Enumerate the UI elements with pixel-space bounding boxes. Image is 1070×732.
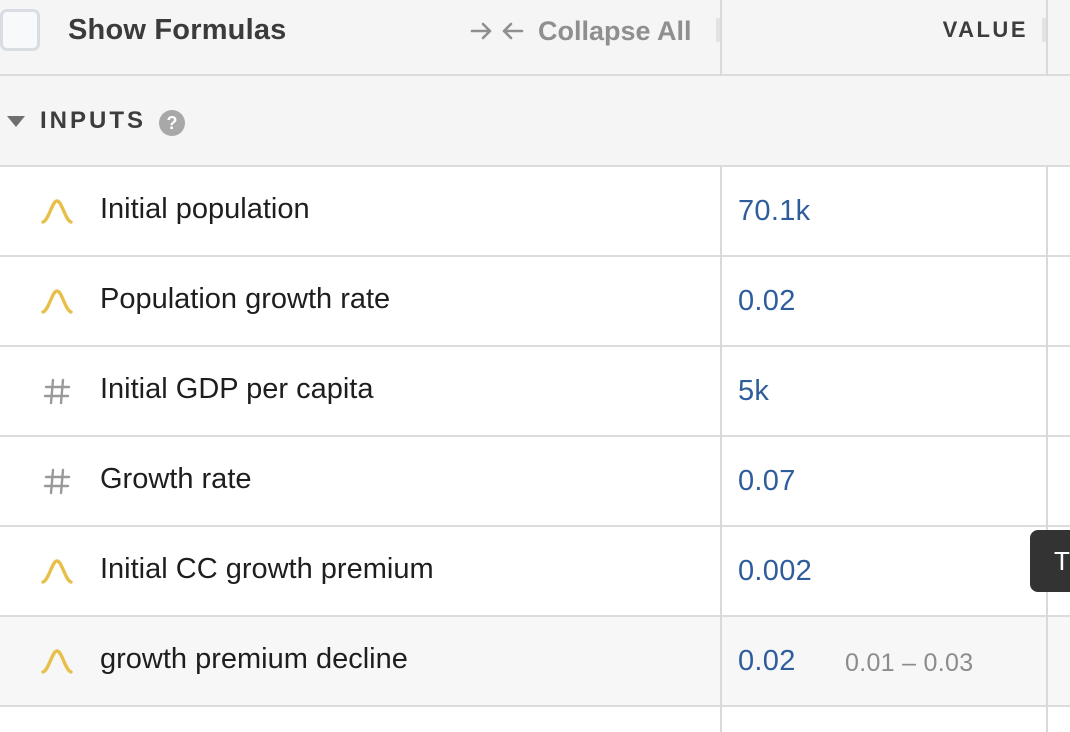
column-resize-handle[interactable] <box>716 18 722 42</box>
collapse-all-button[interactable]: Collapse All <box>470 14 692 48</box>
table-row[interactable]: Initial population 70.1k <box>0 167 1070 257</box>
row-name[interactable]: growth premium decline <box>100 643 408 675</box>
table-row[interactable]: Initial CC growth premium 0.002 <box>0 527 1070 617</box>
show-formulas-checkbox[interactable] <box>0 9 40 51</box>
row-value[interactable]: 0.07 <box>738 465 796 497</box>
table-row[interactable]: Population growth rate 0.02 <box>0 257 1070 347</box>
collapse-all-label: Collapse All <box>538 15 692 46</box>
row-name[interactable]: Initial population <box>100 193 310 225</box>
row-range: 0.01 – 0.03 <box>845 649 974 677</box>
distribution-icon <box>41 559 73 584</box>
hash-icon <box>43 378 71 405</box>
table-header: Show Formulas Collapse All VALUE <box>0 0 1070 76</box>
table-row[interactable]: Growth rate 0.07 <box>0 437 1070 527</box>
row-name[interactable]: Growth rate <box>100 463 252 495</box>
row-name[interactable]: Population growth rate <box>100 283 391 315</box>
row-value[interactable]: 0.02 <box>738 285 796 317</box>
table-row[interactable] <box>0 707 1070 732</box>
section-collapse-triangle-icon[interactable] <box>7 116 25 127</box>
show-formulas-label[interactable]: Show Formulas <box>68 14 287 46</box>
column-divider <box>1046 167 1048 732</box>
column-resize-handle[interactable] <box>1042 18 1048 42</box>
row-value[interactable]: 0.02 <box>738 645 796 677</box>
value-column-header: VALUE <box>942 17 1028 42</box>
table-row[interactable]: Initial GDP per capita 5k <box>0 347 1070 437</box>
collapse-arrows-icon <box>470 22 524 40</box>
row-name[interactable]: Initial GDP per capita <box>100 373 374 405</box>
distribution-icon <box>41 289 73 314</box>
hash-icon <box>43 468 71 495</box>
row-value[interactable]: 5k <box>738 375 770 407</box>
tooltip: T <box>1030 530 1070 592</box>
table-row[interactable]: growth premium decline 0.02 0.01 – 0.03 <box>0 617 1070 707</box>
distribution-icon <box>41 199 73 224</box>
row-value[interactable]: 0.002 <box>738 555 813 587</box>
column-divider <box>1046 0 1048 76</box>
help-icon[interactable]: ? <box>159 110 185 136</box>
column-divider <box>720 167 722 732</box>
column-divider <box>720 0 722 76</box>
section-title: INPUTS <box>40 107 147 134</box>
row-value[interactable]: 70.1k <box>738 195 811 227</box>
distribution-icon <box>41 649 73 674</box>
row-name[interactable]: Initial CC growth premium <box>100 553 434 585</box>
